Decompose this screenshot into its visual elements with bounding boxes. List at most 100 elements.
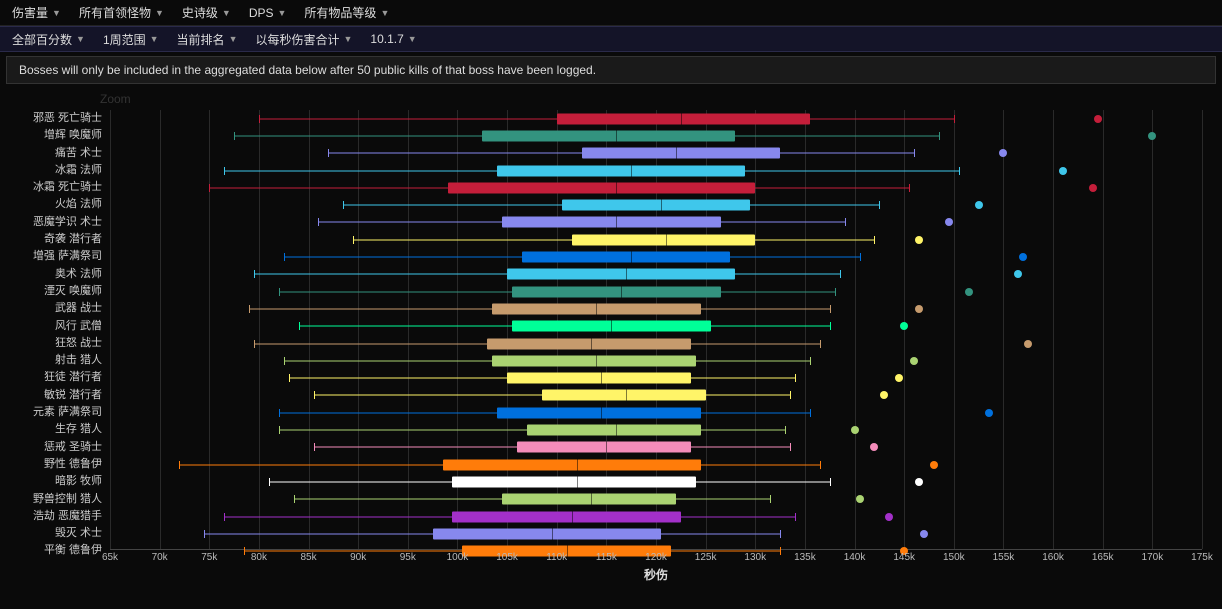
median-line <box>631 252 632 263</box>
outlier-point[interactable] <box>1089 184 1097 192</box>
filter-sub-1[interactable]: 1周范围▼ <box>103 31 159 48</box>
filter-top-0[interactable]: 伤害量▼ <box>12 4 61 21</box>
outlier-point[interactable] <box>851 426 859 434</box>
whisker-cap <box>914 149 915 157</box>
outlier-point[interactable] <box>1094 115 1102 123</box>
box[interactable] <box>502 217 720 228</box>
box[interactable] <box>502 494 676 505</box>
spec-label[interactable]: 狂怒 战士 <box>10 335 110 352</box>
spec-label[interactable]: 暗影 牧师 <box>10 473 110 490</box>
whisker-cap <box>790 443 791 451</box>
box[interactable] <box>433 528 661 539</box>
spec-label[interactable]: 毁灭 术士 <box>10 525 110 542</box>
outlier-point[interactable] <box>915 305 923 313</box>
spec-label[interactable]: 生存 猎人 <box>10 421 110 438</box>
spec-label[interactable]: 湮灭 唤魔师 <box>10 283 110 300</box>
whisker-cap <box>770 495 771 503</box>
outlier-point[interactable] <box>1148 132 1156 140</box>
outlier-point[interactable] <box>915 236 923 244</box>
spec-label[interactable]: 恶魔学识 术士 <box>10 214 110 231</box>
spec-label[interactable]: 增辉 唤魔师 <box>10 127 110 144</box>
outlier-point[interactable] <box>880 391 888 399</box>
spec-label[interactable]: 奇袭 潜行者 <box>10 231 110 248</box>
outlier-point[interactable] <box>945 218 953 226</box>
outlier-point[interactable] <box>1014 270 1022 278</box>
spec-label[interactable]: 冰霜 法师 <box>10 162 110 179</box>
caret-down-icon: ▼ <box>222 8 231 18</box>
spec-label[interactable]: 野性 德鲁伊 <box>10 456 110 473</box>
box[interactable] <box>582 148 781 159</box>
filter-top-2[interactable]: 史诗级▼ <box>182 4 231 21</box>
spec-label[interactable]: 冰霜 死亡骑士 <box>10 179 110 196</box>
box[interactable] <box>443 459 701 470</box>
box[interactable] <box>487 338 691 349</box>
outlier-point[interactable] <box>856 495 864 503</box>
median-line <box>661 200 662 211</box>
box[interactable] <box>522 252 730 263</box>
filter-top-4[interactable]: 所有物品等级▼ <box>304 4 389 21</box>
median-line <box>601 407 602 418</box>
box[interactable] <box>448 182 756 193</box>
outlier-point[interactable] <box>1024 340 1032 348</box>
spec-label[interactable]: 惩戒 圣骑士 <box>10 439 110 456</box>
box[interactable] <box>562 200 751 211</box>
filter-top-3[interactable]: DPS▼ <box>249 6 287 20</box>
filter-top-1[interactable]: 所有首领怪物▼ <box>79 4 164 21</box>
spec-label[interactable]: 火焰 法师 <box>10 196 110 213</box>
outlier-point[interactable] <box>915 478 923 486</box>
spec-label[interactable]: 射击 猎人 <box>10 352 110 369</box>
outlier-point[interactable] <box>885 513 893 521</box>
outlier-point[interactable] <box>985 409 993 417</box>
spec-label[interactable]: 痛苦 术士 <box>10 145 110 162</box>
box[interactable] <box>497 165 745 176</box>
box[interactable] <box>482 130 735 141</box>
outlier-point[interactable] <box>975 201 983 209</box>
box[interactable] <box>572 234 756 245</box>
outlier-point[interactable] <box>895 374 903 382</box>
spec-label[interactable]: 元素 萨满祭司 <box>10 404 110 421</box>
filter-sub-2[interactable]: 当前排名▼ <box>177 31 238 48</box>
spec-label[interactable]: 浩劫 恶魔猎手 <box>10 508 110 525</box>
box[interactable] <box>527 425 701 436</box>
spec-label[interactable]: 敏锐 潜行者 <box>10 387 110 404</box>
box[interactable] <box>497 407 701 418</box>
whisker-cap <box>795 513 796 521</box>
median-line <box>616 182 617 193</box>
box[interactable] <box>557 113 810 124</box>
box[interactable] <box>492 355 696 366</box>
spec-label[interactable]: 增强 萨满祭司 <box>10 248 110 265</box>
whisker-cap <box>874 236 875 244</box>
box[interactable] <box>512 286 720 297</box>
spec-label[interactable]: 风行 武僧 <box>10 318 110 335</box>
outlier-point[interactable] <box>1059 167 1067 175</box>
outlier-point[interactable] <box>965 288 973 296</box>
outlier-point[interactable] <box>920 530 928 538</box>
outlier-point[interactable] <box>930 461 938 469</box>
x-axis-title: 秒伤 <box>110 566 1202 583</box>
filter-sub-0[interactable]: 全部百分数▼ <box>12 31 85 48</box>
spec-label[interactable]: 平衡 德鲁伊 <box>10 542 110 559</box>
box[interactable] <box>452 511 680 522</box>
x-tick-label: 70k <box>152 552 168 563</box>
boxplot-row <box>110 473 1202 490</box>
spec-label[interactable]: 奥术 法师 <box>10 266 110 283</box>
outlier-point[interactable] <box>910 357 918 365</box>
box[interactable] <box>452 476 695 487</box>
box[interactable] <box>507 269 735 280</box>
spec-label[interactable]: 狂徒 潜行者 <box>10 369 110 386</box>
filter-sub-4[interactable]: 10.1.7▼ <box>370 32 416 46</box>
whisker-cap <box>284 357 285 365</box>
outlier-point[interactable] <box>1019 253 1027 261</box>
box[interactable] <box>507 373 691 384</box>
spec-label[interactable]: 野兽控制 猎人 <box>10 491 110 508</box>
filter-sub-3[interactable]: 以每秒伤害合计▼ <box>255 31 352 48</box>
outlier-point[interactable] <box>900 322 908 330</box>
outlier-point[interactable] <box>870 443 878 451</box>
whisker-cap <box>318 218 319 226</box>
median-line <box>572 511 573 522</box>
outlier-point[interactable] <box>999 149 1007 157</box>
box[interactable] <box>517 442 691 453</box>
spec-label[interactable]: 邪恶 死亡骑士 <box>10 110 110 127</box>
box[interactable] <box>542 390 706 401</box>
spec-label[interactable]: 武器 战士 <box>10 300 110 317</box>
